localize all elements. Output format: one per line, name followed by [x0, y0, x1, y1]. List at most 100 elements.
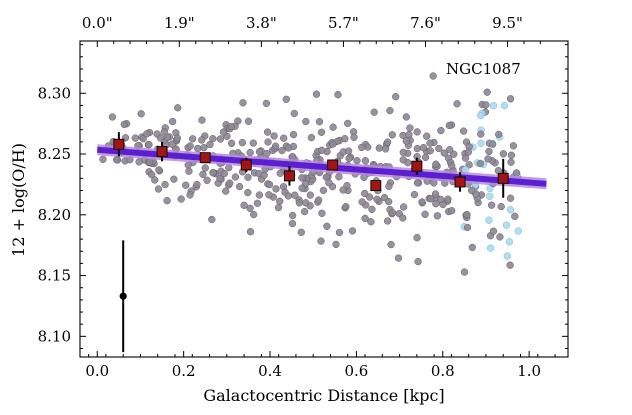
- spaxel-point: [173, 134, 182, 142]
- spaxel-point: [145, 141, 153, 149]
- x-tick-label: 0.6: [344, 362, 368, 380]
- typical-error-point: [119, 292, 127, 300]
- spaxel-point: [361, 189, 369, 198]
- tick-labels: 0.0 0.2 0.4 0.6 0.8 1.0 0.0" 1.9" 3.8" 5.7" 7.6" 9.…: [38, 14, 541, 380]
- spaxel-point: [437, 195, 445, 204]
- spaxel-point: [399, 148, 407, 156]
- galaxy-name-label: NGC1087: [446, 60, 521, 78]
- spaxel-point: [367, 218, 375, 226]
- spaxel-point: [413, 128, 421, 136]
- spaxel-point: [250, 210, 258, 219]
- y-tick-label: 8.20: [38, 206, 71, 224]
- spaxel-point: [433, 212, 442, 220]
- spaxel-point: [341, 135, 349, 143]
- spaxel-point: [280, 134, 288, 142]
- spaxel-point: [427, 195, 435, 203]
- spaxel-point: [463, 223, 472, 232]
- spaxel-point: [402, 137, 410, 145]
- median-marker: [327, 159, 339, 171]
- median-marker: [156, 146, 168, 158]
- spaxel-point: [235, 182, 244, 191]
- spaxel-point: [216, 174, 224, 183]
- spaxel-point: [99, 155, 107, 163]
- spaxel-point: [437, 126, 445, 135]
- spaxel-point: [298, 184, 306, 192]
- spaxel-point: [489, 140, 497, 148]
- spaxel-point: [219, 128, 228, 136]
- spaxel-point: [465, 161, 473, 169]
- spaxel-point: [406, 124, 414, 132]
- spaxel-point: [314, 196, 323, 204]
- spaxel-point: [421, 153, 430, 162]
- spaxel-point: [193, 180, 201, 189]
- spaxel-point: [168, 140, 176, 148]
- spaxel-point: [418, 198, 426, 206]
- spaxel-point: [246, 228, 255, 236]
- spaxel-point: [335, 228, 344, 237]
- spaxel-point: [413, 234, 421, 242]
- spaxel-point: [477, 130, 485, 138]
- spaxel-point: [383, 138, 392, 146]
- spaxel-point: [394, 254, 403, 262]
- spaxel-point: [399, 214, 407, 222]
- spaxel-point: [329, 123, 337, 131]
- spaxel-point: [157, 134, 165, 142]
- spaxel-point: [265, 180, 274, 189]
- median-marker: [454, 176, 466, 188]
- median-marker: [240, 159, 252, 171]
- spaxel-point: [240, 201, 248, 209]
- spaxel-point: [402, 113, 410, 121]
- spaxel-point: [426, 139, 434, 147]
- spaxel-point: [306, 191, 314, 199]
- spaxel-point: [319, 186, 328, 195]
- spaxel-point: [288, 211, 297, 220]
- spaxel-point: [209, 169, 217, 177]
- spaxel-point: [499, 150, 508, 158]
- spaxel-point: [502, 221, 511, 229]
- spaxel-point: [342, 203, 350, 211]
- spaxel-point: [468, 243, 476, 252]
- spaxel-point: [120, 120, 128, 129]
- spaxel-point: [358, 198, 366, 206]
- spaxel-point: [270, 132, 278, 140]
- spaxel-point: [334, 91, 342, 99]
- spaxel-point: [282, 95, 290, 103]
- spaxel-point: [383, 217, 392, 225]
- spaxel-point: [460, 268, 469, 276]
- spaxel-point: [284, 144, 293, 152]
- plot-frame: [79, 40, 569, 358]
- spaxel-point: [265, 191, 273, 199]
- spaxel-point: [507, 158, 515, 166]
- spaxel-point: [399, 203, 408, 211]
- spaxel-point: [506, 261, 514, 269]
- spaxel-point: [484, 155, 492, 163]
- spaxel-point: [238, 138, 247, 147]
- spaxel-point: [448, 207, 456, 215]
- median-marker: [199, 152, 211, 164]
- spaxel-point: [300, 207, 309, 216]
- spaxel-point: [227, 122, 235, 131]
- spaxel-point: [446, 146, 454, 154]
- spaxel-point: [272, 185, 280, 193]
- spaxel-point: [512, 169, 521, 177]
- spaxel-point: [168, 117, 177, 126]
- spaxel-point: [188, 135, 197, 143]
- fit-line: [97, 146, 547, 187]
- spaxel-point: [174, 104, 182, 112]
- spaxel-point: [264, 138, 272, 146]
- spaxel-point: [461, 154, 470, 162]
- spaxel-point: [244, 173, 252, 181]
- spaxel-point: [413, 179, 422, 187]
- spaxel-point: [297, 228, 305, 236]
- spaxel-point: [506, 194, 515, 202]
- spaxel-point: [496, 233, 504, 241]
- spaxel-point: [290, 109, 298, 118]
- spaxel-point: [154, 185, 163, 193]
- spaxel-point: [278, 146, 286, 155]
- x-tick-label: 0.2: [172, 362, 196, 380]
- spaxel-point: [423, 132, 431, 140]
- spaxel-point: [414, 257, 422, 266]
- top-x-tick-label: 3.8": [246, 14, 277, 32]
- spaxel-point: [421, 210, 429, 218]
